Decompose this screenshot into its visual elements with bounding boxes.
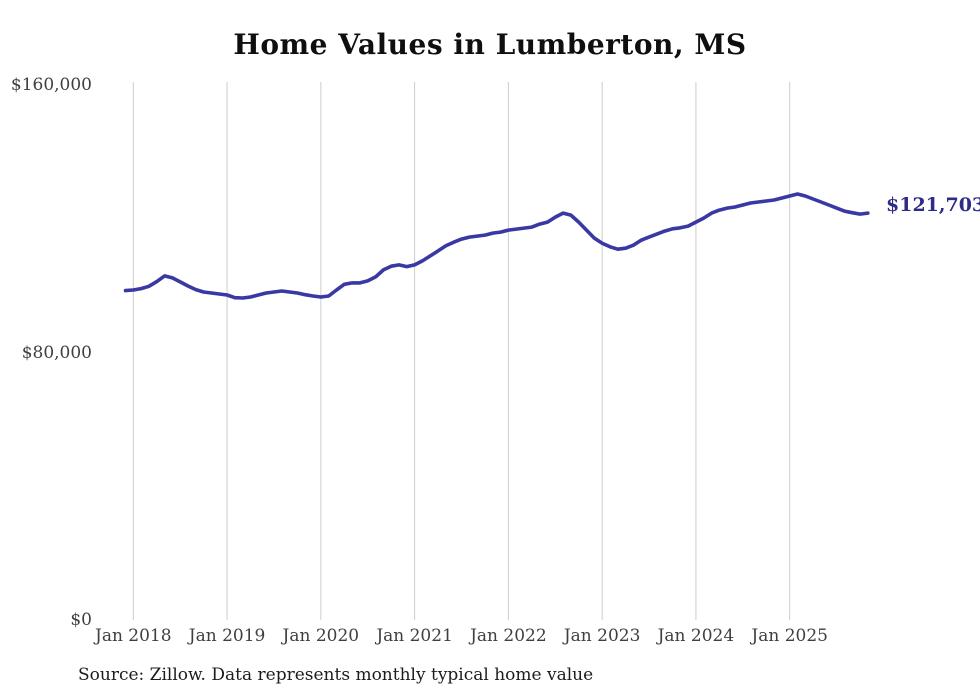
x-tick-label: Jan 2023 [563, 626, 641, 646]
chart-title: Home Values in Lumberton, MS [233, 28, 747, 61]
x-tick-label: Jan 2022 [470, 626, 547, 646]
y-tick-label: $0 [70, 610, 92, 630]
x-tick-label: Jan 2019 [188, 626, 266, 646]
x-tick-label: Jan 2025 [751, 626, 828, 646]
y-tick-label: $160,000 [10, 75, 92, 95]
x-tick-label: Jan 2018 [95, 626, 172, 646]
source-note: Source: Zillow. Data represents monthly … [78, 665, 594, 685]
x-tick-label: Jan 2021 [376, 626, 453, 646]
y-tick-label: $80,000 [21, 342, 92, 363]
home-value-series-line [123, 192, 870, 300]
x-tick-label: Jan 2020 [282, 626, 360, 646]
current-value-label: $121,703 [886, 194, 980, 216]
x-tick-label: Jan 2024 [657, 626, 735, 646]
